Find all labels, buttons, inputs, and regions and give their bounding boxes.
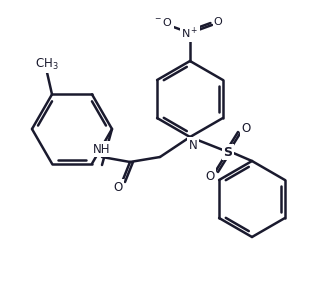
Text: N: N	[189, 138, 197, 151]
Text: O: O	[113, 181, 122, 193]
Text: O: O	[241, 121, 251, 134]
Text: S: S	[224, 146, 233, 158]
Text: CH$_3$: CH$_3$	[35, 57, 59, 72]
Text: NH: NH	[93, 143, 111, 156]
Text: O: O	[205, 170, 215, 183]
Text: $^-$O: $^-$O	[153, 16, 173, 28]
Text: O: O	[214, 17, 222, 27]
Text: N$^+$: N$^+$	[181, 25, 199, 41]
